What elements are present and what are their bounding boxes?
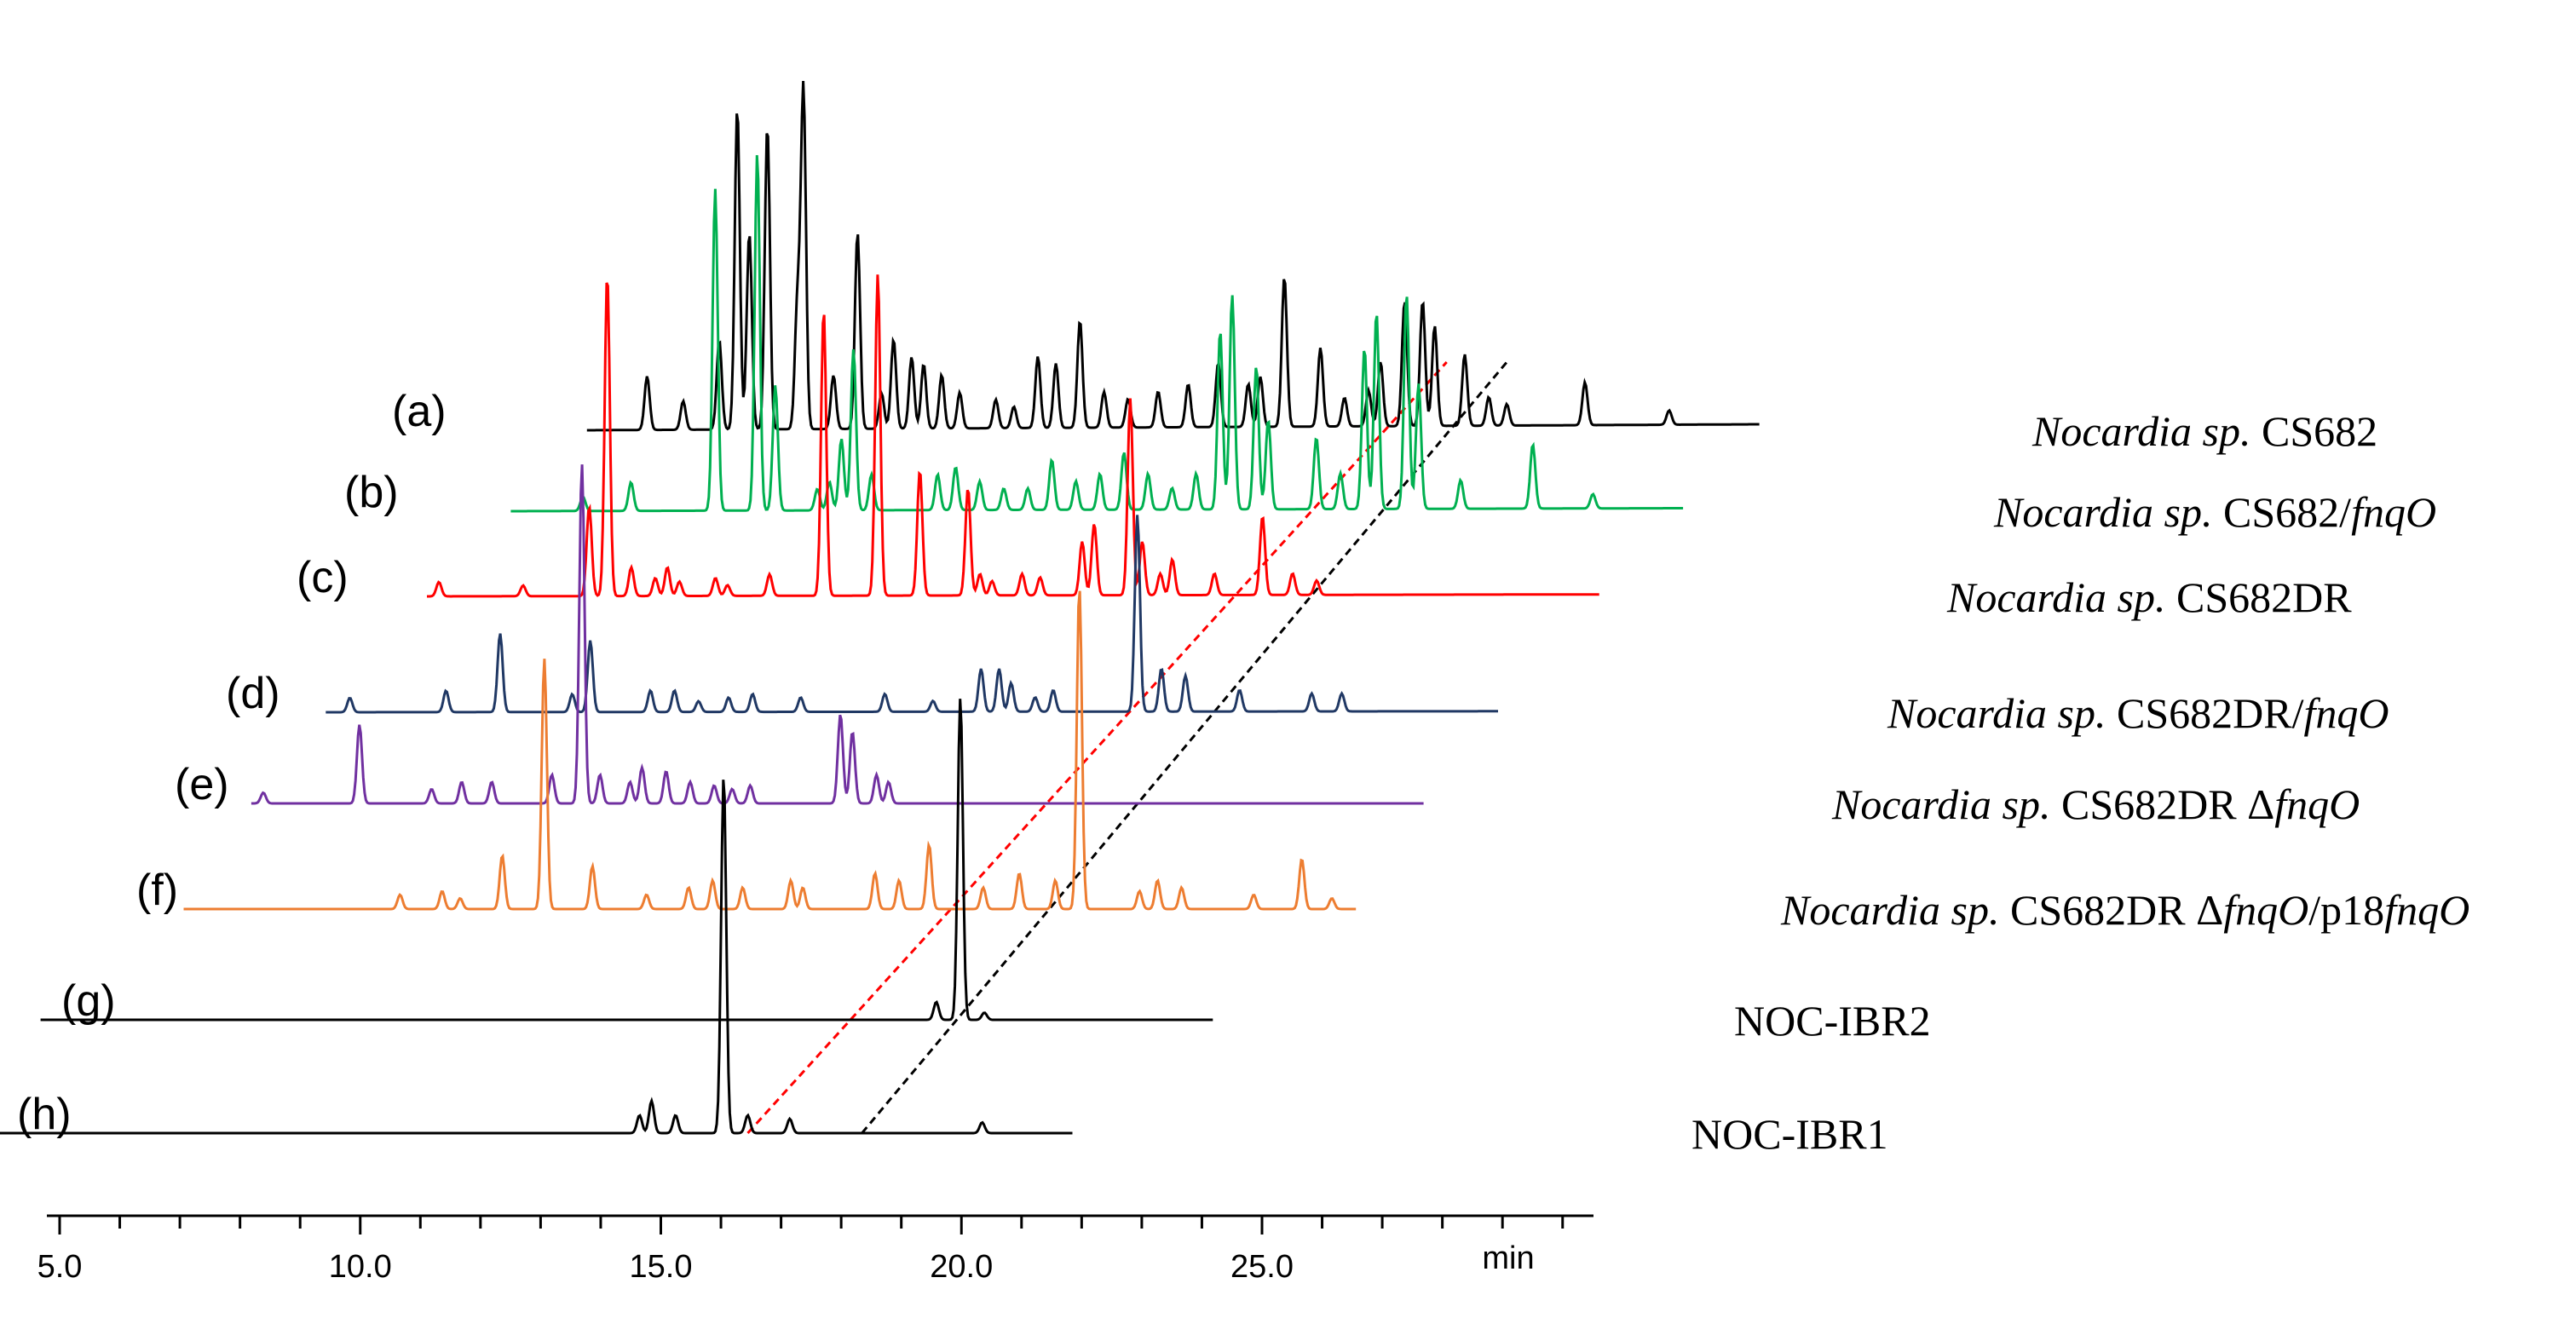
sample-name: Nocardia sp. CS682DR ΔfnqO/p18fnqO [1780,886,2469,934]
trace-label: (e) [175,760,229,809]
guide-line [746,360,1448,1135]
x-axis-label: min [1482,1240,1534,1276]
trace-line [40,699,1213,1022]
trace-label: (a) [392,387,447,436]
sample-name: Nocardia sp. CS682DR [1946,573,2352,621]
trace-label: (d) [226,669,280,718]
sample-name: Nocardia sp. CS682/fnqO [1993,488,2436,536]
sample-name: NOC-IBR2 [1734,997,1931,1045]
sample-name: Nocardia sp. CS682DR ΔfnqO [1831,780,2360,828]
trace-label: (c) [297,553,349,602]
trace-label: (h) [17,1090,72,1139]
x-axis-ticks: 5.0 10.0 15.0 20.0 25.0 [37,1216,1565,1285]
guide-line [861,361,1508,1134]
x-tick-label: 5.0 [37,1249,83,1285]
x-axis: 5.0 10.0 15.0 20.0 25.0 min [37,1214,1593,1285]
trace-line [0,780,1073,1135]
x-tick-label: 25.0 [1230,1249,1294,1285]
guide-lines [746,360,1508,1135]
trace-line [427,274,1599,598]
trace-label: (g) [61,976,116,1026]
trace-line [510,155,1684,513]
x-tick-label: 20.0 [930,1249,993,1285]
chromatogram-traces: (a) Nocardia sp. CS682 (b) Nocardia sp. CS6… [0,80,2469,1158]
trace-line [251,464,1424,805]
trace-line [586,80,1760,432]
x-tick-label: 15.0 [630,1249,693,1285]
trace-line [326,515,1498,714]
sample-name: NOC-IBR1 [1691,1110,1888,1158]
trace-line [183,590,1357,911]
x-tick-label: 10.0 [329,1249,392,1285]
trace-label: (f) [136,866,178,915]
sample-name: Nocardia sp. CS682 [2031,407,2377,455]
trace-label: (b) [344,468,399,517]
sample-name: Nocardia sp. CS682DR/fnqO [1887,689,2389,737]
